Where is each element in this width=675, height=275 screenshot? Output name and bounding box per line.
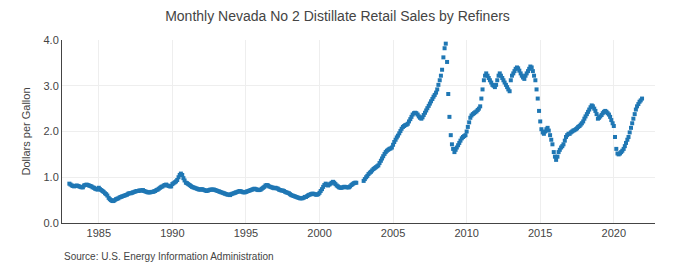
- svg-text:Monthly Nevada No 2 Distillate: Monthly Nevada No 2 Distillate Retail Sa…: [165, 8, 510, 24]
- svg-text:2000: 2000: [307, 227, 331, 239]
- svg-text:2020: 2020: [602, 227, 626, 239]
- svg-text:3.0: 3.0: [44, 80, 59, 92]
- svg-text:Dollars per Gallon: Dollars per Gallon: [20, 87, 32, 175]
- svg-text:1985: 1985: [87, 227, 111, 239]
- svg-text:1.0: 1.0: [44, 171, 59, 183]
- svg-text:2015: 2015: [528, 227, 552, 239]
- svg-text:Source: U.S. Energy Informatio: Source: U.S. Energy Information Administ…: [64, 251, 274, 262]
- svg-text:2010: 2010: [454, 227, 478, 239]
- svg-text:1995: 1995: [234, 227, 258, 239]
- svg-text:4.0: 4.0: [44, 34, 59, 46]
- svg-text:2005: 2005: [381, 227, 405, 239]
- svg-text:1990: 1990: [160, 227, 184, 239]
- svg-text:2.0: 2.0: [44, 125, 59, 137]
- svg-text:0.0: 0.0: [44, 217, 59, 229]
